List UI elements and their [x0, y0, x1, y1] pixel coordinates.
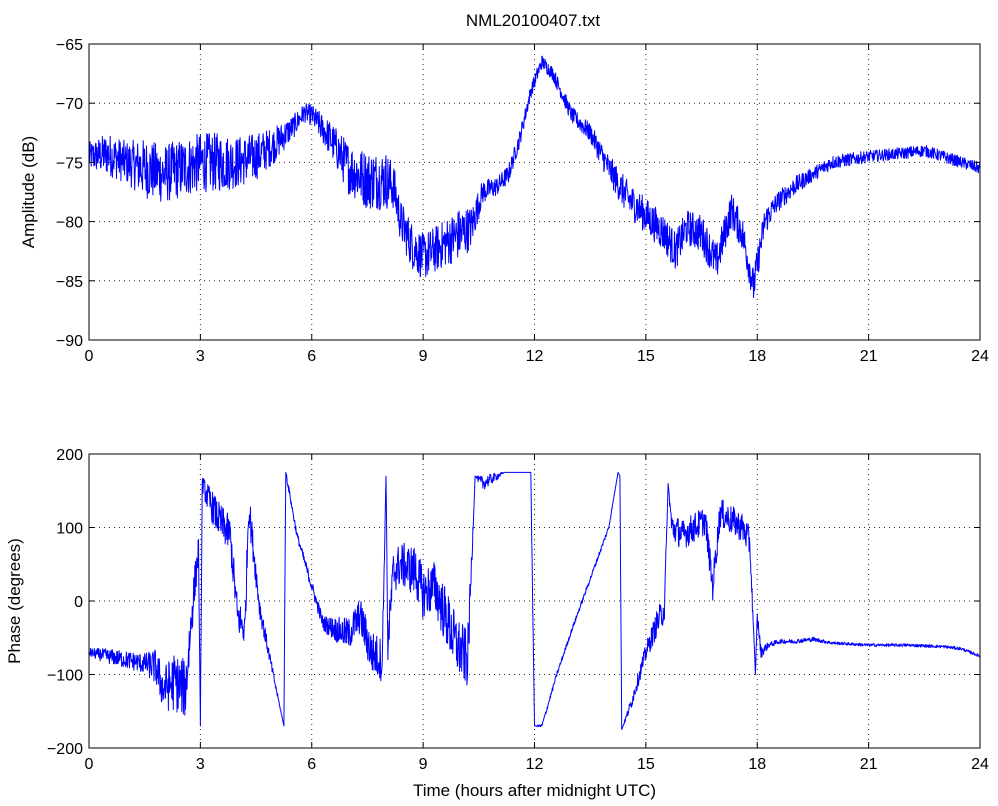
amplitude-y-tick-label: −65 — [56, 37, 83, 54]
amplitude-x-tick-label: 6 — [307, 348, 316, 365]
amplitude-x-tick-label: 21 — [860, 348, 878, 365]
amplitude-y-tick-label: −85 — [56, 274, 83, 291]
phase-x-tick-label: 15 — [637, 756, 655, 773]
amplitude-axes-frame — [88, 43, 981, 341]
phase-x-tick-label: 0 — [85, 756, 94, 773]
amplitude-x-tick-label: 15 — [637, 348, 655, 365]
amplitude-x-tick-label: 12 — [526, 348, 544, 365]
phase-y-tick-label: 200 — [56, 447, 83, 464]
phase-x-tick-label: 18 — [748, 756, 766, 773]
phase-y-tick-label: 0 — [74, 594, 83, 611]
amplitude-y-tick-label: −75 — [56, 155, 83, 172]
phase-x-tick-label: 21 — [860, 756, 878, 773]
amplitude-y-tick-label: −80 — [56, 215, 83, 232]
amplitude-x-tick-label: 3 — [196, 348, 205, 365]
phase-series-line — [88, 471, 981, 731]
amplitude-x-tick-label: 18 — [748, 348, 766, 365]
phase-y-tick-label: −200 — [47, 741, 83, 758]
phase-x-axis-label: Time (hours after midnight UTC) — [413, 781, 656, 800]
phase-y-tick-label: 100 — [56, 521, 83, 538]
phase-y-tick-label: −100 — [47, 668, 83, 685]
amplitude-x-tick-label: 0 — [85, 348, 94, 365]
amplitude-y-tick-label: −70 — [56, 96, 83, 113]
phase-y-axis-label: Phase (degrees) — [5, 538, 24, 664]
figure-title: NML20100407.txt — [466, 11, 600, 30]
phase-x-tick-label: 24 — [971, 756, 989, 773]
amplitude-x-tick-label: 9 — [419, 348, 428, 365]
amplitude-y-tick-label: −90 — [56, 333, 83, 350]
phase-x-tick-label: 12 — [526, 756, 544, 773]
phase-x-tick-label: 3 — [196, 756, 205, 773]
amplitude-series-line — [88, 55, 981, 298]
amplitude-y-axis-label: Amplitude (dB) — [19, 136, 38, 248]
phase-x-tick-label: 6 — [307, 756, 316, 773]
phase-x-tick-label: 9 — [419, 756, 428, 773]
amplitude-x-tick-label: 24 — [971, 348, 989, 365]
